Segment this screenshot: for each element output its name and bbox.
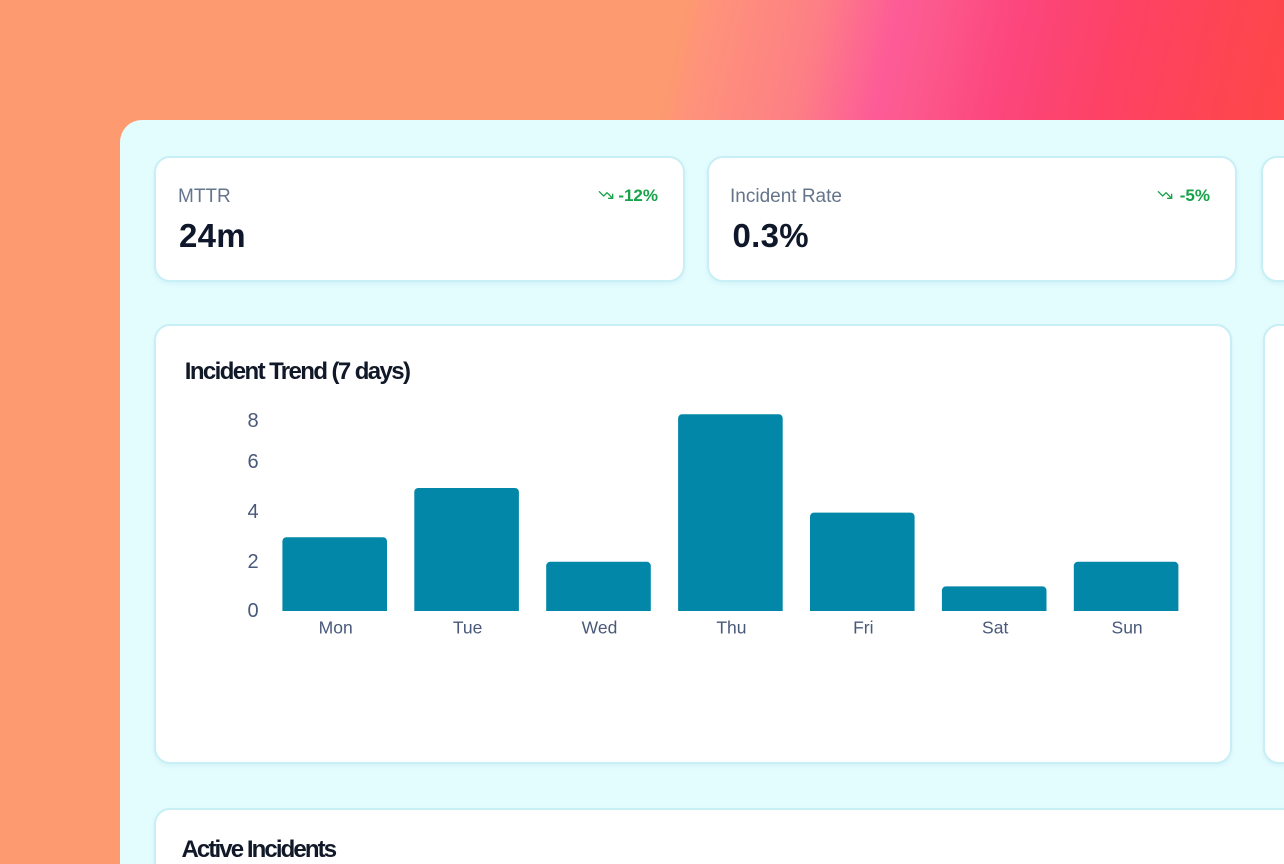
svg-text:Mon: Mon [319, 617, 353, 637]
svg-text:Thu: Thu [716, 617, 746, 637]
svg-text:Wed: Wed [582, 617, 618, 637]
svg-text:Fri: Fri [853, 617, 873, 637]
svg-text:2: 2 [247, 551, 258, 573]
svg-text:4: 4 [247, 501, 258, 523]
svg-text:Sat: Sat [982, 617, 1008, 637]
svg-text:0: 0 [247, 600, 258, 622]
svg-text:Tue: Tue [453, 617, 483, 637]
svg-text:8: 8 [247, 410, 258, 432]
svg-text:Sun: Sun [1112, 617, 1143, 637]
svg-text:6: 6 [247, 451, 258, 473]
